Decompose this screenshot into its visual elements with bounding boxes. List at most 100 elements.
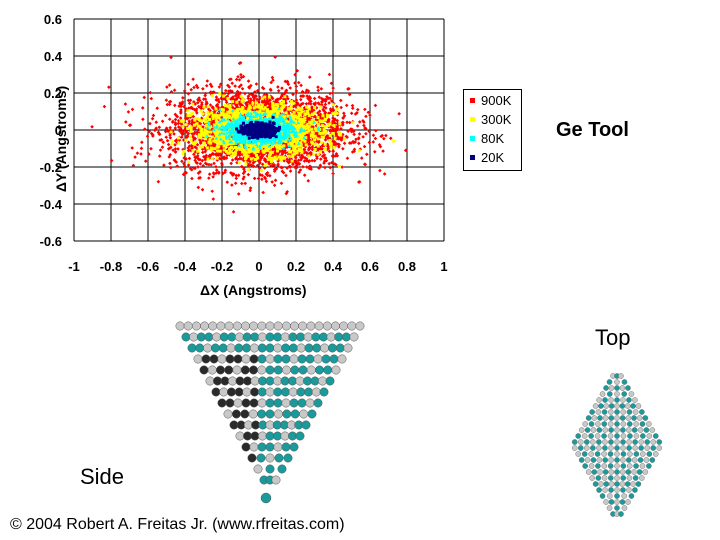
data-point [193, 136, 198, 141]
data-point [269, 159, 273, 163]
data-point [281, 170, 286, 175]
data-point [322, 108, 326, 113]
data-point [272, 183, 277, 188]
data-point [323, 102, 328, 107]
data-point [276, 88, 281, 93]
data-point [252, 106, 256, 110]
data-point [340, 165, 344, 169]
data-point [205, 124, 209, 128]
data-point [252, 152, 256, 157]
data-point [194, 109, 199, 113]
data-point [212, 110, 217, 114]
data-point [297, 153, 302, 157]
data-point [272, 106, 276, 110]
data-point [246, 94, 251, 99]
data-point [315, 148, 319, 153]
data-point [290, 114, 294, 118]
data-point [320, 140, 324, 144]
data-point [161, 140, 166, 145]
data-point [349, 127, 353, 131]
data-point [191, 138, 195, 143]
data-point [241, 150, 245, 154]
data-point [270, 144, 274, 148]
data-point [308, 120, 312, 124]
data-point [192, 85, 196, 90]
data-point [210, 111, 214, 115]
data-point [239, 94, 243, 98]
data-point [207, 162, 211, 167]
data-point [316, 144, 320, 148]
data-point [260, 85, 265, 90]
data-point [252, 109, 257, 114]
data-point [168, 136, 173, 140]
data-point [263, 100, 268, 104]
data-point [326, 96, 331, 101]
data-point [292, 114, 296, 118]
data-point [151, 134, 155, 138]
data-point [155, 106, 160, 111]
data-point [252, 143, 256, 147]
data-point [231, 100, 235, 104]
data-point [172, 103, 177, 108]
data-point [321, 114, 325, 118]
data-point [260, 144, 264, 148]
data-point [304, 90, 308, 95]
data-point [256, 115, 260, 119]
data-point [164, 135, 169, 140]
data-point [354, 137, 358, 142]
data-point [238, 156, 242, 161]
data-point [322, 131, 326, 135]
data-point [225, 180, 230, 184]
data-point [237, 78, 242, 82]
data-point [164, 98, 169, 102]
data-point [202, 105, 206, 109]
data-point [313, 138, 317, 142]
data-point [247, 144, 251, 148]
data-point [312, 152, 316, 156]
data-point [197, 135, 201, 139]
data-point [139, 146, 144, 151]
data-point [341, 116, 345, 120]
data-point [307, 98, 312, 103]
data-point [277, 145, 281, 149]
data-point [308, 150, 313, 155]
data-point [181, 124, 185, 128]
data-point [212, 172, 217, 176]
data-point [335, 118, 340, 123]
data-point [372, 149, 377, 154]
data-point [243, 91, 247, 96]
data-point [150, 116, 155, 121]
data-point [342, 114, 347, 118]
data-point [242, 167, 246, 172]
data-point [350, 127, 355, 132]
data-point [256, 151, 260, 156]
data-point [213, 147, 217, 151]
data-point [233, 181, 238, 186]
data-point [282, 105, 286, 109]
data-point [359, 156, 364, 160]
data-point [316, 127, 321, 131]
data-point [208, 82, 213, 87]
data-point [194, 107, 199, 111]
data-point [323, 117, 327, 121]
data-point [257, 97, 262, 102]
data-point [278, 143, 282, 147]
data-point [380, 133, 385, 138]
data-point [184, 171, 189, 175]
data-point [271, 78, 275, 83]
data-point [258, 173, 263, 177]
data-point [357, 132, 362, 136]
data-point [323, 165, 327, 170]
data-point [262, 107, 266, 111]
data-point [363, 126, 368, 131]
data-point [270, 150, 274, 154]
data-point [197, 176, 201, 180]
data-point [312, 96, 317, 101]
data-point [326, 146, 331, 151]
data-point [229, 161, 233, 166]
data-point [364, 131, 368, 136]
data-point [233, 145, 237, 149]
data-point [223, 124, 227, 128]
data-point [304, 102, 309, 106]
data-point [261, 149, 265, 153]
